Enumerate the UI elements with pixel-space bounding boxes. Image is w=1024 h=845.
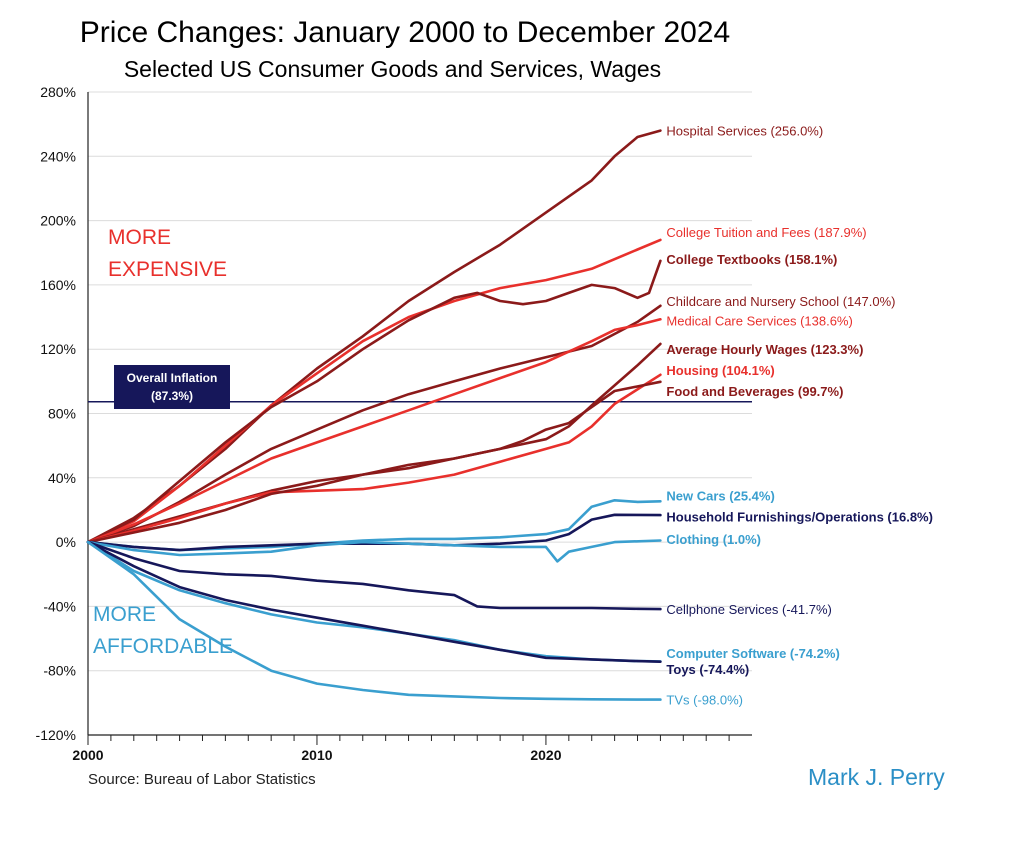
series-label-childcare-and-nursery-school: Childcare and Nursery School (147.0%): [666, 294, 895, 309]
series-line-toys: [86, 540, 662, 663]
chart-title: Price Changes: January 2000 to December …: [79, 16, 731, 49]
series-label-average-hourly-wages: Average Hourly Wages (123.3%): [666, 342, 863, 357]
series-line-food-and-beverages: [86, 380, 662, 544]
series-label-clothing: Clothing (1.0%): [666, 532, 761, 547]
series-line-housing: [86, 373, 662, 544]
series-label-household-furnishings-operations: Household Furnishings/Operations (16.8%): [666, 509, 933, 524]
series-label-food-and-beverages: Food and Beverages (99.7%): [666, 384, 843, 399]
series-label-computer-software: Computer Software (-74.2%): [666, 646, 839, 661]
more-expensive-label: EXPENSIVE: [108, 258, 227, 281]
series-line-tvs: [86, 540, 662, 701]
series-label-college-tuition-and-fees: College Tuition and Fees (187.9%): [666, 225, 866, 240]
author-credit: Mark J. Perry: [808, 764, 945, 790]
series-label-cellphone-services: Cellphone Services (-41.7%): [666, 602, 831, 617]
y-tick-label: 40%: [48, 470, 76, 486]
y-tick-label: 120%: [40, 341, 76, 357]
series-line-clothing: [86, 539, 662, 563]
series-line-college-tuition-and-fees: [86, 238, 662, 544]
series-line-college-textbooks: [86, 259, 662, 544]
y-tick-label: -120%: [36, 727, 76, 743]
series-label-tvs: TVs (-98.0%): [666, 693, 743, 708]
series-label-medical-care-services: Medical Care Services (138.6%): [666, 313, 852, 328]
source-note: Source: Bureau of Labor Statistics: [88, 771, 316, 788]
inflation-label-box: [114, 365, 230, 409]
y-tick-label: 240%: [40, 148, 76, 164]
x-tick-label: 2010: [301, 747, 332, 763]
more-affordable-label: MORE: [93, 603, 156, 626]
y-tick-label: 280%: [40, 84, 76, 100]
chart-subtitle: Selected US Consumer Goods and Services,…: [123, 56, 662, 82]
y-tick-label: 160%: [40, 277, 76, 293]
series-label-toys: Toys (-74.4%): [666, 662, 749, 677]
more-expensive-label: MORE: [108, 226, 171, 249]
x-tick-label: 2000: [72, 747, 103, 763]
y-tick-label: -80%: [43, 663, 76, 679]
inflation-label-line2: (87.3%): [151, 389, 193, 403]
series-line-medical-care-services: [86, 318, 662, 544]
y-tick-label: 200%: [40, 213, 76, 229]
y-tick-label: -40%: [43, 598, 76, 614]
y-tick-label: 80%: [48, 406, 76, 422]
inflation-label-line1: Overall Inflation: [127, 371, 218, 385]
series-line-childcare-and-nursery-school: [86, 304, 662, 544]
x-tick-label: 2020: [530, 747, 561, 763]
series-label-housing: Housing (104.1%): [666, 363, 774, 378]
series-label-new-cars: New Cars (25.4%): [666, 488, 774, 503]
series-label-hospital-services: Hospital Services (256.0%): [666, 124, 823, 139]
more-affordable-label: AFFORDABLE: [93, 635, 233, 658]
y-tick-label: 0%: [56, 534, 76, 550]
series-label-college-textbooks: College Textbooks (158.1%): [666, 252, 837, 267]
series-line-cellphone-services: [86, 540, 662, 611]
